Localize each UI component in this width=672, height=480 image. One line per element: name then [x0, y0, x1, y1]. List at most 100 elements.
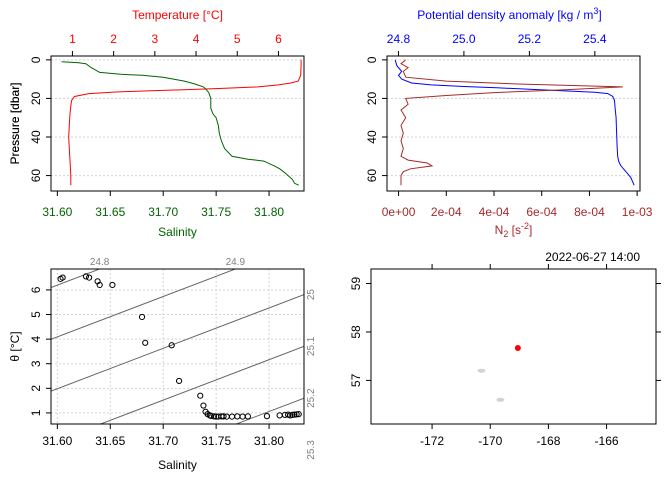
salinity-tick-label: 31.60 [42, 205, 72, 219]
x-axis-label: Salinity [158, 458, 197, 472]
salinity-tick-label: 31.65 [95, 205, 125, 219]
temperature-tick-label: 5 [234, 32, 241, 46]
isopycnal-line [51, 269, 101, 289]
ts-point [175, 377, 183, 385]
isopycnal-line [51, 269, 237, 340]
ts-point [59, 274, 66, 281]
y-tick-label: 60 [29, 169, 43, 183]
density-tick-label: 25.2 [518, 32, 542, 46]
ts-point [138, 313, 146, 321]
longitude-tick-label: -170 [478, 434, 502, 448]
station-map-panel: -172 -170 -168 -166 57 58 59 2022-06-27 14:00 [349, 250, 661, 448]
y-tick-label: 5 [29, 311, 43, 318]
ts-point [293, 411, 300, 418]
ts-point [244, 413, 251, 420]
temperature-axis-label: Temperature [°C] [132, 8, 223, 22]
temperature-tick-label: 4 [193, 32, 200, 46]
n2-tick-label: 2e-04 [431, 205, 462, 219]
n2-tick-label: 1e-03 [622, 205, 653, 219]
y-axis-label: Pressure [dbar] [8, 82, 22, 164]
temperature-tick-label: 2 [110, 32, 117, 46]
isopycnal-line [99, 345, 304, 424]
station-time-label: 2022-06-27 14:00 [545, 250, 640, 264]
y-tick-label: 3 [29, 360, 43, 367]
x-tick-label: 31.60 [42, 434, 72, 448]
y-tick-label: 2 [29, 385, 43, 392]
ts-profile-panel: 0 20 40 60 Pressure [dbar] 31.60 31.65 31.70 31.… [8, 8, 305, 239]
x-tick-label: 31.75 [201, 434, 231, 448]
latitude-tick-label: 57 [349, 373, 363, 387]
ts-point [96, 281, 103, 289]
ts-point [295, 411, 302, 418]
plot-frame [386, 55, 641, 192]
temperature-tick-label: 3 [151, 32, 158, 46]
n2-tick-label: 0e+00 [382, 205, 416, 219]
y-tick-label: 60 [365, 169, 379, 183]
y-axis-label: Pressure [dbar] [8, 82, 22, 164]
isopycnal-label: 24.8 [90, 257, 110, 268]
y-tick-label: 40 [29, 130, 43, 144]
ts-points [57, 273, 302, 420]
latitude-tick-label: 59 [349, 277, 363, 291]
density-tick-label: 25.4 [583, 32, 607, 46]
salinity-line [61, 61, 299, 186]
profile-lines [61, 59, 302, 186]
salinity-tick-label: 31.75 [201, 205, 231, 219]
station-marker [514, 344, 521, 351]
profile-lines [394, 59, 635, 186]
y-tick-label: 20 [29, 91, 43, 105]
ts-point [82, 273, 90, 280]
isopycnal-contours [51, 269, 304, 424]
density-axis-label: Potential density anomaly [kg / m3] [417, 6, 601, 22]
y-tick-label: 0 [29, 56, 43, 63]
ts-point [289, 411, 296, 418]
isopycnal-line [51, 294, 304, 392]
density-profile-panel: 0 20 40 60 Pressure [dbar] 0e+00 2e-04 4e-04 6e-… [8, 6, 653, 239]
y-tick-label: 6 [29, 286, 43, 293]
n2-tick-label: 4e-04 [479, 205, 510, 219]
ts-point [86, 274, 93, 281]
ts-point [168, 342, 175, 349]
ts-point [291, 411, 298, 418]
longitude-tick-label: -168 [536, 434, 560, 448]
longitude-tick-label: -172 [420, 434, 444, 448]
isopycnal-label: 25.1 [306, 336, 317, 356]
ts-point [239, 413, 246, 420]
isopycnal-label: 25 [306, 289, 317, 301]
y-tick-label: 40 [365, 130, 379, 144]
ts-point [223, 413, 230, 420]
plot-frame [50, 55, 305, 192]
ts-point [234, 413, 241, 420]
temperature-tick-label: 6 [275, 32, 282, 46]
plot-frame [370, 268, 657, 425]
ts-diagram-panel: 31.60 31.65 31.70 31.75 31.80 Salinity 1 2 3 4 5 6 θ… [8, 257, 317, 472]
y-tick-label: 4 [29, 335, 43, 342]
salinity-tick-label: 31.80 [254, 205, 284, 219]
density-line [394, 59, 635, 186]
x-tick-label: 31.70 [148, 434, 178, 448]
ts-point [276, 412, 283, 419]
density-tick-label: 25.0 [452, 32, 476, 46]
x-tick-label: 31.65 [95, 434, 125, 448]
ts-point [142, 339, 149, 346]
y-axis-label: θ [°C] [8, 331, 22, 361]
ts-point [197, 392, 204, 399]
island-shape [496, 397, 505, 402]
x-tick-label: 31.80 [254, 434, 284, 448]
longitude-tick-label: -166 [595, 434, 619, 448]
isopycnal-label: 25.3 [306, 440, 317, 460]
n2-tick-label: 6e-04 [526, 205, 557, 219]
y-tick-label: 20 [365, 91, 379, 105]
isopycnal-label: 25.2 [306, 388, 317, 408]
ts-point [210, 413, 218, 420]
isopycnal-label: 24.9 [226, 257, 246, 268]
n2-axis-label: N2 [s-2] [495, 221, 533, 239]
y-tick-label: 1 [29, 409, 43, 416]
ts-point [228, 413, 236, 420]
latitude-tick-label: 58 [349, 325, 363, 339]
n2-line [400, 59, 623, 186]
density-tick-label: 24.8 [387, 32, 411, 46]
ts-point [263, 413, 271, 420]
ts-point [220, 413, 227, 420]
